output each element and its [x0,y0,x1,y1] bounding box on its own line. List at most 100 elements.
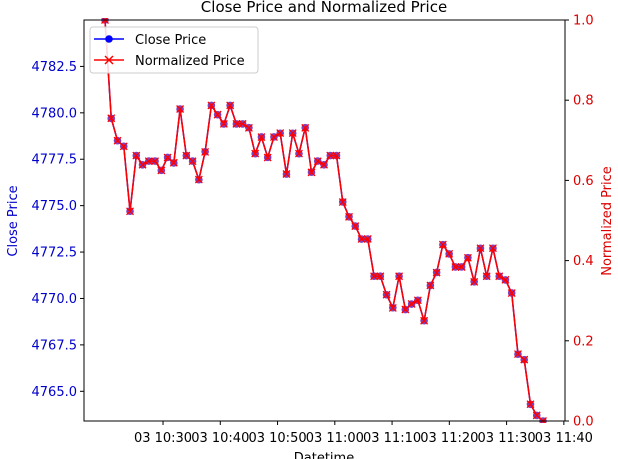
y-left-tick-label: 4782.5 [32,60,78,75]
legend-box [89,26,259,74]
normalized-price-point [126,207,134,216]
normalized-price-point [351,222,360,231]
legend-normalized-marker [104,55,114,65]
normalized-price-point [263,153,272,162]
normalized-price-point [207,101,216,110]
normalized-price-point [388,303,397,312]
normalized-price-point [382,290,391,299]
normalized-price-point [376,272,385,281]
normalized-price-point [488,244,497,253]
normalized-price-point [338,198,347,207]
normalized-price-point [307,168,316,177]
normalized-price-point [157,166,166,175]
normalized-price-point [107,114,116,123]
x-tick-label: 03 11:40 [535,431,593,446]
normalized-price-point [438,240,447,249]
normalized-price-point [495,272,504,281]
x-tick-label: 03 11:30 [478,431,536,446]
normalized-price-point [463,253,472,262]
normalized-price-point [132,151,141,160]
normalized-price-point [332,151,341,160]
normalized-price-point [188,157,197,166]
normalized-price-point [176,105,185,113]
normalized-price-point [514,350,522,358]
normalized-price-point [507,289,516,298]
normalized-price-point [276,129,285,138]
y-right-tick-label: 0.4 [573,254,594,269]
legend: Close Price Normalized Price [89,26,259,74]
y-left-tick-label: 4772.5 [32,246,78,261]
normalized-price-point [151,157,160,166]
normalized-price-point [182,151,191,160]
normalized-price-point [395,272,404,281]
normalized-price-point [501,275,510,284]
normalized-price-point [445,249,454,258]
normalized-price-point [482,272,491,281]
x-tick-label: 03 11:00 [306,431,364,446]
normalized-price-point [470,277,479,286]
normalized-price-point [526,400,535,409]
y-axis-right-label: Normalized Price [600,166,615,276]
normalized-price-point [288,129,297,138]
series-group [101,18,547,423]
normalized-price-point [320,160,328,169]
y-right-tick-label: 0.0 [573,415,594,430]
x-tick-label: 03 10:40 [191,431,249,446]
normalized-price-point [520,355,529,364]
normalized-price-point [163,153,172,162]
x-tick-label: 03 10:30 [134,431,192,446]
normalized-price-point [357,234,366,243]
normalized-price-point [413,296,422,305]
normalized-price-point [201,147,210,156]
normalized-price-point [113,136,122,145]
y-right-tick-label: 1.0 [573,14,594,29]
normalized-price-point [326,151,335,160]
x-axis-label: Datetime [294,451,354,459]
axes: 4765.0 4767.5 4770.0 4772.5 4775.0 4777.5 4780… [32,14,594,447]
x-tick-label: 03 11:10 [363,431,421,446]
y-right-tick-label: 0.6 [573,174,594,189]
y-left-tick-label: 4765.0 [32,385,78,400]
normalized-price-point [219,119,228,128]
normalized-price-point [238,119,247,128]
normalized-price-point [169,158,178,167]
normalized-price-point [457,263,466,271]
normalized-price-point [401,305,410,314]
normalized-price-point [232,119,241,128]
normalized-price-point [426,281,435,290]
normalized-price-point [370,272,379,281]
y-left-tick-label: 4775.0 [32,199,78,214]
legend-close-label: Close Price [135,33,206,48]
chart-title: Close Price and Normalized Price [201,0,447,16]
legend-normalized-label: Normalized Price [135,54,245,69]
normalized-price-point [295,149,303,158]
normalized-price-point [313,157,322,166]
y-right-tick-label: 0.8 [573,94,594,109]
normalized-price-point [119,142,128,151]
normalized-price-point [244,123,253,132]
normalized-price-point [532,411,541,420]
y-right-tick-label: 0.2 [573,334,594,349]
y-left-tick-label: 4767.5 [32,338,78,353]
legend-close-marker [105,35,113,43]
normalized-price-point [363,234,372,243]
y-left-tick-label: 4770.0 [32,292,78,307]
normalized-price-point [257,133,266,142]
plot-area [101,18,547,423]
y-left-tick-label: 4780.0 [32,106,78,121]
normalized-price-point [476,244,485,253]
normalized-price-point [282,170,291,178]
normalized-price-point [138,160,147,169]
normalized-price-point [451,263,460,271]
normalized-price-point [226,101,235,110]
normalized-price-point [407,299,416,308]
normalized-price-point [269,133,278,142]
normalized-price-point [144,157,153,166]
normalized-price-point [301,123,310,132]
y-left-tick-label: 4777.5 [32,153,78,168]
plot-frame [83,19,566,422]
normalized-price-point [345,212,353,221]
x-tick-label: 03 11:20 [420,431,478,446]
